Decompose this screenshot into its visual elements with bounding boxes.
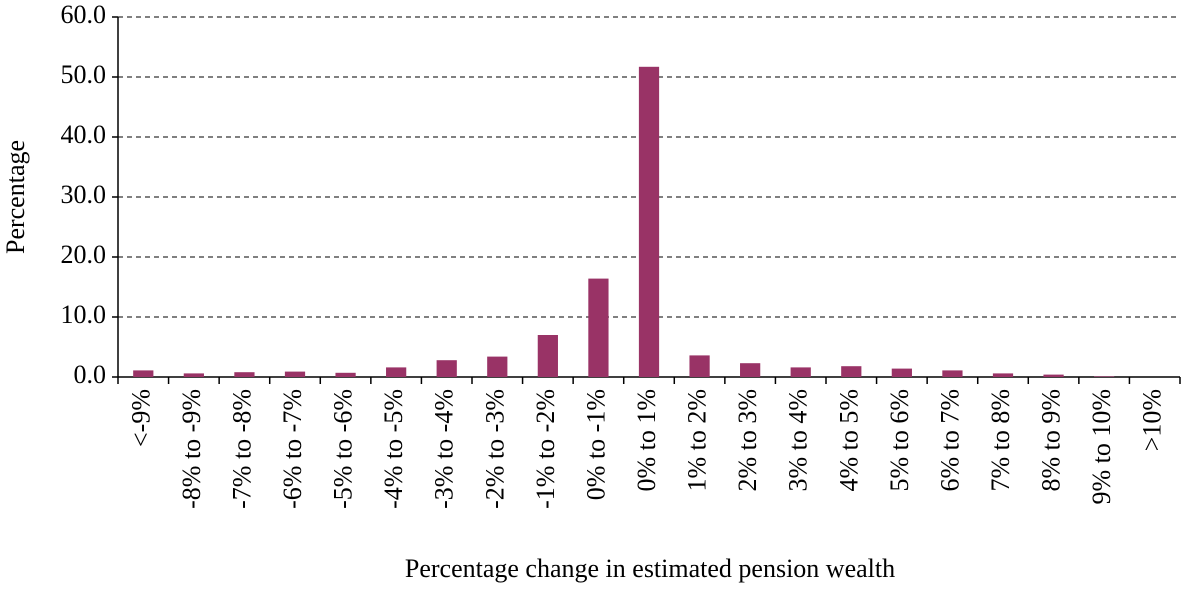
x-tick-label: -2% to -3% — [480, 389, 509, 509]
bar — [891, 368, 912, 377]
y-tick-label: 50.0 — [61, 60, 107, 89]
y-tick-label: 10.0 — [61, 300, 107, 329]
x-tick-label: -6% to -7% — [278, 389, 307, 509]
bar — [638, 66, 660, 378]
x-tick-label: -3% to -4% — [430, 389, 459, 509]
x-tick-label: 0% to 1% — [632, 389, 661, 492]
x-tick-label: -8% to -9% — [177, 389, 206, 509]
bar — [284, 371, 306, 377]
x-tick-label: 1% to 2% — [683, 389, 712, 492]
bar — [436, 360, 457, 377]
bar — [588, 278, 609, 377]
y-tick-label: 40.0 — [61, 120, 107, 149]
bar — [183, 373, 204, 377]
bar — [1043, 374, 1064, 377]
x-tick-label: 3% to 4% — [784, 389, 813, 492]
x-tick-label: 2% to 3% — [733, 389, 762, 492]
x-axis-title: Percentage change in estimated pension w… — [405, 554, 895, 583]
x-tick-label: 5% to 6% — [885, 389, 914, 492]
x-tick-label: 0% to -1% — [581, 389, 610, 500]
y-axis-title: Percentage — [1, 140, 30, 254]
x-tick-label: -7% to -8% — [227, 389, 256, 509]
x-tick-label: 9% to 10% — [1087, 389, 1116, 505]
bar — [942, 370, 963, 377]
bar — [740, 363, 761, 377]
x-tick-label: -5% to -6% — [329, 389, 358, 509]
bar — [133, 370, 154, 377]
y-tick-label: 30.0 — [61, 180, 107, 209]
x-tick-label: 8% to 9% — [1037, 389, 1066, 492]
y-tick-label: 20.0 — [61, 240, 107, 269]
bar — [689, 355, 710, 377]
x-tick-label: 4% to 5% — [834, 389, 863, 492]
bar — [992, 373, 1014, 377]
bar — [1094, 376, 1115, 377]
x-tick-label: -4% to -5% — [379, 389, 408, 509]
bar — [386, 367, 407, 377]
y-tick-label: 0.0 — [74, 360, 107, 389]
bar — [537, 335, 558, 377]
x-tick-label: >10% — [1138, 389, 1167, 451]
bar — [234, 372, 255, 377]
bar — [790, 367, 811, 377]
bar — [841, 366, 862, 377]
y-tick-label: 60.0 — [61, 0, 107, 29]
bar — [487, 356, 508, 377]
x-tick-label: -1% to -2% — [531, 389, 560, 509]
x-tick-label: 6% to 7% — [935, 389, 964, 492]
bar — [335, 372, 356, 377]
x-tick-label: 7% to 8% — [986, 389, 1015, 492]
x-tick-label: <-9% — [126, 389, 155, 447]
